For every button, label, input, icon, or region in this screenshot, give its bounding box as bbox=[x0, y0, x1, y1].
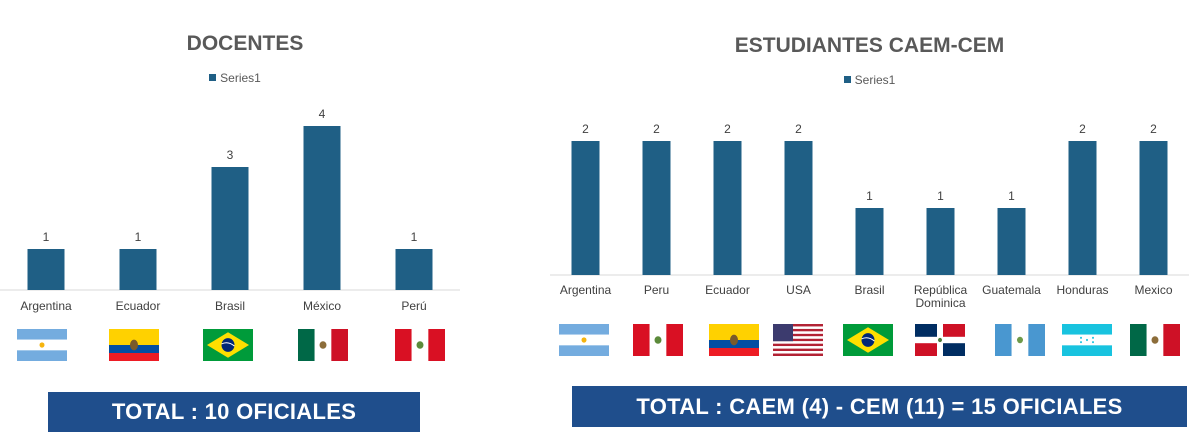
tick-label: Argentina bbox=[560, 283, 612, 297]
bar bbox=[784, 141, 813, 275]
legend-label: Series1 bbox=[854, 73, 896, 87]
argentina-flag-icon bbox=[559, 324, 609, 356]
tick-label: Ecuador bbox=[705, 283, 750, 297]
tick-label: México bbox=[303, 299, 341, 313]
data-label: 2 bbox=[582, 122, 589, 136]
bar bbox=[713, 141, 742, 275]
bar bbox=[211, 167, 249, 290]
data-label: 2 bbox=[724, 122, 731, 136]
docentes-plot: 1 Argentina 1 Ecuador 3 Brasil 4 México 1 Perú bbox=[0, 107, 460, 313]
tick-label: República Dominica bbox=[914, 283, 968, 310]
data-label: 3 bbox=[227, 148, 234, 162]
argentina-flag-icon bbox=[17, 329, 67, 361]
legend-swatch bbox=[209, 74, 217, 81]
data-label: 1 bbox=[866, 189, 873, 203]
bar bbox=[571, 141, 600, 275]
legend-swatch bbox=[843, 76, 851, 83]
tick-label: Brasil bbox=[215, 299, 245, 313]
data-label: 1 bbox=[411, 230, 418, 244]
bar bbox=[395, 249, 433, 290]
tick-label: Mexico bbox=[1134, 283, 1172, 297]
chart-title: ESTUDIANTES CAEM-CEM bbox=[734, 34, 1005, 57]
tick-label: Perú bbox=[401, 299, 426, 313]
bar bbox=[303, 126, 341, 290]
tick-label: Argentina bbox=[20, 299, 72, 313]
honduras-flag-icon bbox=[1062, 324, 1112, 356]
tick-label: USA bbox=[786, 283, 811, 297]
data-label: 4 bbox=[319, 107, 326, 121]
peru-flag-icon bbox=[633, 324, 683, 356]
estudiantes-plot: 2 Argentina 2 Peru 2 Ecuador 2 USA 1 Brasil 1 Repúb… bbox=[550, 122, 1189, 310]
data-label: 2 bbox=[1150, 122, 1157, 136]
mexico-flag-icon bbox=[1130, 324, 1180, 356]
ecuador-flag-icon bbox=[109, 329, 159, 361]
data-label: 2 bbox=[653, 122, 660, 136]
total-docentes-banner: TOTAL : 10 OFICIALES bbox=[48, 392, 420, 432]
usa-flag-icon bbox=[773, 324, 823, 356]
guatemala-flag-icon bbox=[995, 324, 1045, 356]
tick-label: Ecuador bbox=[116, 299, 161, 313]
bar bbox=[1068, 141, 1097, 275]
mexico-flag-icon bbox=[298, 329, 348, 361]
total-estudiantes-banner: TOTAL : CAEM (4) - CEM (11) = 15 OFICIAL… bbox=[572, 386, 1187, 427]
brazil-flag-icon bbox=[843, 324, 893, 356]
tick-label: Peru bbox=[644, 283, 669, 297]
chart-legend: Series1 bbox=[0, 71, 470, 85]
data-label: 1 bbox=[1008, 189, 1015, 203]
chart-title: DOCENTES bbox=[186, 32, 304, 55]
data-label: 1 bbox=[937, 189, 944, 203]
peru-flag-icon bbox=[395, 329, 445, 361]
bar bbox=[997, 208, 1026, 275]
data-label: 2 bbox=[1079, 122, 1086, 136]
brazil-flag-icon bbox=[203, 329, 253, 361]
dominican-republic-flag-icon bbox=[915, 324, 965, 356]
chart-legend: Series1 bbox=[540, 73, 1199, 87]
bar bbox=[119, 249, 157, 290]
legend-label: Series1 bbox=[220, 71, 261, 85]
data-label: 1 bbox=[135, 230, 142, 244]
bar bbox=[27, 249, 65, 290]
data-label: 1 bbox=[43, 230, 50, 244]
bar bbox=[1139, 141, 1168, 275]
estudiantes-chart: ESTUDIANTES CAEM-CEM Series1 2 Argentina 2… bbox=[540, 0, 1199, 437]
tick-label: Brasil bbox=[854, 283, 884, 297]
data-label: 2 bbox=[795, 122, 802, 136]
bar bbox=[855, 208, 884, 275]
docentes-chart: DOCENTES Series1 1 Argentina 1 Ecuador 3 Bras… bbox=[0, 0, 470, 437]
ecuador-flag-icon bbox=[709, 324, 759, 356]
bar bbox=[642, 141, 671, 275]
bar bbox=[926, 208, 955, 275]
tick-label: Guatemala bbox=[982, 283, 1041, 297]
tick-label: Honduras bbox=[1056, 283, 1108, 297]
